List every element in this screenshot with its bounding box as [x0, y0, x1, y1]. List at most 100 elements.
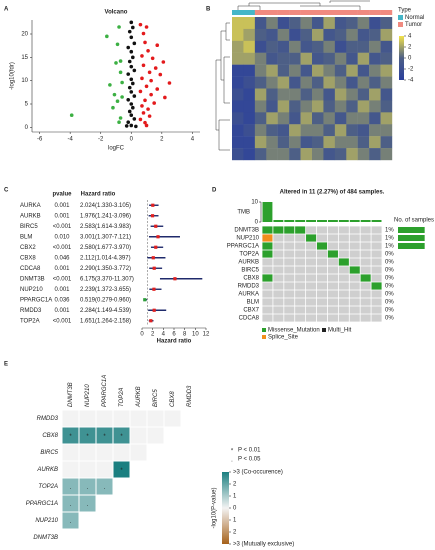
- mutation-cell: [306, 306, 317, 314]
- mutation-cell: [349, 250, 360, 258]
- cooccurrence-cell: [96, 410, 113, 427]
- mutation-cell: [284, 250, 295, 258]
- mutation-cell: [284, 266, 295, 274]
- heatmap-cell: [277, 136, 290, 149]
- heatmap-cell: [266, 52, 278, 65]
- mutation-cell: [262, 266, 273, 274]
- mutation-cell: [273, 242, 284, 250]
- colorbar: [222, 472, 229, 544]
- mutation-cell: [349, 274, 360, 282]
- heatmap-cell: [346, 100, 358, 113]
- point: [141, 31, 146, 36]
- mutation-cell: [349, 306, 360, 314]
- panel-label: B: [206, 7, 211, 13]
- point: [132, 94, 137, 98]
- hazard-ratio-point: [150, 214, 155, 218]
- point: [129, 64, 134, 69]
- point: [114, 61, 118, 65]
- tmb-bar: [349, 220, 360, 222]
- mutation-cell: [295, 250, 306, 258]
- mutation-cell: [316, 226, 328, 234]
- column-label: RMDD3: [187, 385, 193, 407]
- point: [120, 80, 124, 85]
- mutation-cell: [316, 306, 328, 314]
- heatmap-cell: [232, 17, 244, 30]
- mutation-cell: [295, 258, 306, 266]
- cooccurrence-cell: [62, 495, 79, 512]
- mutation-cell: [273, 306, 284, 314]
- p-value: 0.001: [54, 308, 70, 314]
- cooccurrence-cell: [147, 427, 164, 444]
- mutation-cell: [262, 306, 273, 314]
- gene-name: CBX8: [243, 276, 259, 282]
- point: [108, 83, 112, 87]
- heatmap-cell: [232, 76, 244, 89]
- mutation-cell: [360, 226, 371, 234]
- mutation-cell: [371, 250, 382, 258]
- heatmap-cell: [346, 40, 358, 53]
- heatmap-cell: [289, 112, 301, 125]
- panel-label: D: [212, 188, 217, 194]
- column-label: TOP2A: [119, 387, 125, 407]
- heatmap-cell: [334, 52, 347, 65]
- heatmap-cell: [346, 112, 358, 125]
- mutation-cell: [349, 226, 360, 234]
- p-value: 0.001: [54, 287, 70, 293]
- heatmap-cell: [254, 148, 267, 161]
- mutation-cell: [338, 226, 349, 234]
- colorbar-label: -4: [408, 78, 414, 84]
- heatmap-cell: [346, 28, 358, 42]
- cooccurrence-cell: [96, 427, 113, 444]
- gene-name: RMDD3: [238, 284, 260, 290]
- cooccurrence-cell: [130, 444, 147, 461]
- mutation-cell: [338, 250, 349, 258]
- point: [147, 114, 152, 118]
- heatmap-cell: [300, 100, 313, 113]
- legend-label: P < 0.05: [238, 457, 261, 463]
- annotation-cell: [380, 10, 393, 15]
- point: [140, 76, 144, 81]
- annotation-cell: [243, 10, 256, 15]
- heatmap-cell: [334, 112, 347, 125]
- heatmap-cell: [289, 100, 301, 113]
- cooccurrence-cell: [96, 461, 113, 478]
- heatmap-cell: [312, 64, 324, 77]
- heatmap-cell: [232, 148, 244, 161]
- point: [131, 25, 135, 30]
- point: [118, 116, 123, 120]
- heatmap-cell: [380, 148, 393, 161]
- mutation-cell: [360, 314, 371, 322]
- gene-name: AURKB: [238, 260, 259, 266]
- significance-mark: .: [70, 485, 72, 491]
- heatmap-cell: [357, 100, 370, 113]
- point: [155, 87, 160, 91]
- heatmap-cell: [243, 17, 256, 30]
- mutation-cell: [327, 274, 338, 282]
- point: [138, 22, 143, 27]
- point: [138, 89, 143, 94]
- significance-mark: *: [120, 468, 123, 474]
- mutation-cell: [284, 306, 295, 314]
- cooccurrence-cell: [79, 461, 96, 478]
- heatmap-cell: [357, 52, 370, 65]
- legend-swatch: [398, 22, 403, 27]
- point: [161, 60, 166, 64]
- tmb-bar: [317, 220, 327, 222]
- point: [144, 84, 149, 89]
- colorbar: [399, 36, 404, 80]
- tmb-bar: [338, 220, 349, 222]
- heatmap-cell: [346, 148, 358, 161]
- heatmap-cell: [300, 136, 313, 149]
- heatmap-cell: [254, 28, 267, 42]
- heatmap-cell: [334, 64, 347, 77]
- mutation-cell: [338, 234, 349, 242]
- column-label: DNMT3B: [68, 382, 74, 407]
- heatmap-cell: [300, 124, 313, 137]
- heatmap-cell: [300, 88, 313, 101]
- legend-label: Multi_Hit: [328, 328, 352, 334]
- heatmap-cell: [334, 88, 347, 101]
- mutation-cell: [371, 242, 382, 250]
- point: [149, 92, 153, 97]
- heatmap-cell: [312, 76, 324, 89]
- heatmap-cell: [232, 64, 244, 77]
